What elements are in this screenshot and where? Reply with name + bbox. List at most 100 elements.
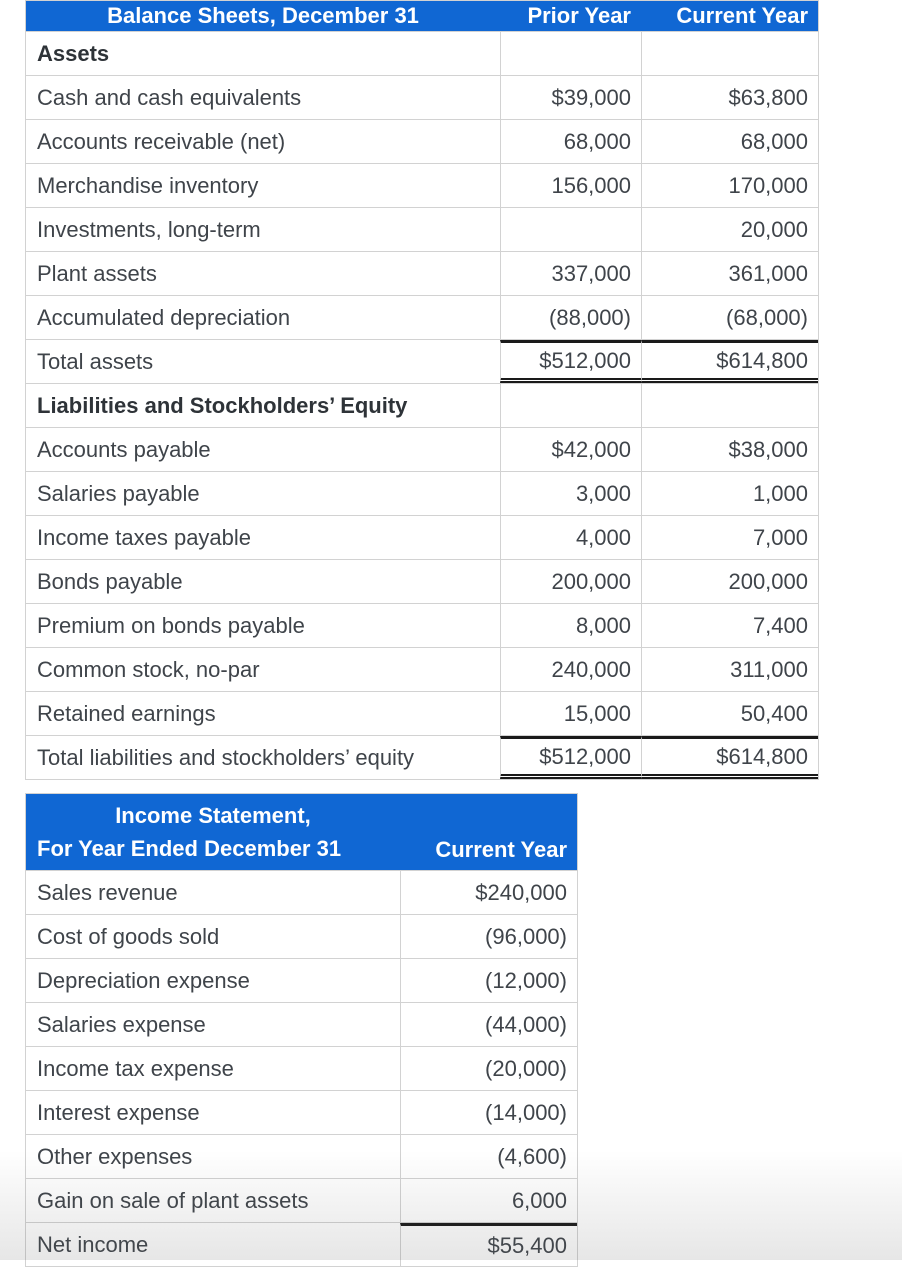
table-row: Total assets $512,000 $614,800	[26, 339, 818, 383]
row-label: Plant assets	[37, 260, 157, 286]
current-year-value: $55,400	[400, 1223, 577, 1266]
row-label: Depreciation expense	[37, 967, 250, 993]
row-label: Total liabilities and stockholders’ equi…	[37, 744, 415, 770]
prior-year-value: $512,000	[500, 736, 641, 779]
table-row: Income tax expense (20,000)	[26, 1046, 577, 1090]
row-label: Accounts payable	[37, 436, 211, 462]
table-row: Liabilities and Stockholders’ Equity	[26, 383, 818, 427]
prior-year-value: 4,000	[500, 516, 641, 559]
table-row: Plant assets 337,000 361,000	[26, 251, 818, 295]
income-statement-body: Sales revenue $240,000 Cost of goods sold (…	[26, 870, 577, 1266]
current-year-value: (12,000)	[400, 959, 577, 1002]
table-row: Interest expense (14,000)	[26, 1090, 577, 1134]
current-year-value: (14,000)	[400, 1091, 577, 1134]
current-year-value: 361,000	[641, 252, 818, 295]
row-label: Net income	[37, 1231, 149, 1257]
prior-year-value: 68,000	[500, 120, 641, 163]
prior-year-value	[500, 384, 641, 427]
table-row: Accounts payable $42,000 $38,000	[26, 427, 818, 471]
current-year-value: (68,000)	[641, 296, 818, 339]
row-label: Income tax expense	[37, 1055, 234, 1081]
current-year-value: 7,000	[641, 516, 818, 559]
current-year-value: 170,000	[641, 164, 818, 207]
table-row: Sales revenue $240,000	[26, 870, 577, 914]
row-label: Cash and cash equivalents	[37, 84, 302, 110]
row-label: Assets	[37, 40, 110, 66]
prior-year-value	[500, 32, 641, 75]
current-year-value: 6,000	[400, 1179, 577, 1222]
row-label: Cost of goods sold	[37, 923, 220, 949]
table-row: Common stock, no-par 240,000 311,000	[26, 647, 818, 691]
current-year-value: (44,000)	[400, 1003, 577, 1046]
balance-sheet-header: Balance Sheets, December 31 Prior Year C…	[26, 1, 818, 31]
prior-year-value: 156,000	[500, 164, 641, 207]
row-label: Bonds payable	[37, 568, 183, 594]
table-row: Assets	[26, 31, 818, 75]
current-year-value: 20,000	[641, 208, 818, 251]
table-row: Net income $55,400	[26, 1222, 577, 1266]
row-label: Investments, long-term	[37, 216, 261, 242]
income-current-year-column-header: Current Year	[435, 837, 567, 862]
table-row: Merchandise inventory 156,000 170,000	[26, 163, 818, 207]
balance-sheet-body: Assets Cash and cash equivalents $39,000 $6…	[26, 31, 818, 779]
row-label: Liabilities and Stockholders’ Equity	[37, 392, 408, 418]
table-row: Bonds payable 200,000 200,000	[26, 559, 818, 603]
current-year-value: 1,000	[641, 472, 818, 515]
current-year-value: $38,000	[641, 428, 818, 471]
row-label: Accounts receivable (net)	[37, 128, 286, 154]
current-year-value: (20,000)	[400, 1047, 577, 1090]
balance-sheet-table: Balance Sheets, December 31 Prior Year C…	[25, 0, 819, 780]
current-year-value: (96,000)	[400, 915, 577, 958]
current-year-value: $63,800	[641, 76, 818, 119]
prior-year-value: $42,000	[500, 428, 641, 471]
row-label: Merchandise inventory	[37, 172, 259, 198]
prior-year-value: 240,000	[500, 648, 641, 691]
prior-year-value: $512,000	[500, 340, 641, 383]
current-year-value: $614,800	[641, 736, 818, 779]
current-year-value: $614,800	[641, 340, 818, 383]
income-statement-table: Income Statement, For Year Ended Decembe…	[25, 793, 578, 1267]
current-year-value: 7,400	[641, 604, 818, 647]
prior-year-column-header: Prior Year	[527, 3, 631, 28]
prior-year-value: 8,000	[500, 604, 641, 647]
table-row: Accounts receivable (net) 68,000 68,000	[26, 119, 818, 163]
row-label: Total assets	[37, 348, 154, 374]
table-row: Salaries expense (44,000)	[26, 1002, 577, 1046]
row-label: Accumulated depreciation	[37, 304, 291, 330]
current-year-value: 200,000	[641, 560, 818, 603]
current-year-value: 50,400	[641, 692, 818, 735]
prior-year-value: 3,000	[500, 472, 641, 515]
row-label: Interest expense	[37, 1099, 200, 1125]
table-row: Other expenses (4,600)	[26, 1134, 577, 1178]
current-year-column-header: Current Year	[676, 3, 808, 28]
current-year-value: (4,600)	[400, 1135, 577, 1178]
table-row: Retained earnings 15,000 50,400	[26, 691, 818, 735]
row-label: Gain on sale of plant assets	[37, 1187, 309, 1213]
table-row: Premium on bonds payable 8,000 7,400	[26, 603, 818, 647]
row-label: Premium on bonds payable	[37, 612, 305, 638]
current-year-value	[641, 384, 818, 427]
prior-year-value: $39,000	[500, 76, 641, 119]
current-year-value: $240,000	[400, 871, 577, 914]
income-statement-title-line1: Income Statement,	[115, 802, 311, 828]
income-statement-title-line2: For Year Ended December 31	[37, 835, 342, 861]
income-statement-title: Income Statement, For Year Ended Decembe…	[26, 794, 400, 870]
prior-year-value: 337,000	[500, 252, 641, 295]
table-row: Accumulated depreciation (88,000) (68,000)	[26, 295, 818, 339]
row-label: Other expenses	[37, 1143, 193, 1169]
row-label: Salaries expense	[37, 1011, 206, 1037]
table-row: Salaries payable 3,000 1,000	[26, 471, 818, 515]
table-row: Total liabilities and stockholders’ equi…	[26, 735, 818, 779]
row-label: Common stock, no-par	[37, 656, 260, 682]
balance-sheet-title: Balance Sheets, December 31	[107, 3, 419, 28]
row-label: Retained earnings	[37, 700, 216, 726]
income-statement-header: Income Statement, For Year Ended Decembe…	[26, 794, 577, 870]
table-row: Income taxes payable 4,000 7,000	[26, 515, 818, 559]
current-year-value	[641, 32, 818, 75]
table-row: Cash and cash equivalents $39,000 $63,800	[26, 75, 818, 119]
prior-year-value: 200,000	[500, 560, 641, 603]
table-row: Investments, long-term 20,000	[26, 207, 818, 251]
prior-year-value: (88,000)	[500, 296, 641, 339]
prior-year-value: 15,000	[500, 692, 641, 735]
